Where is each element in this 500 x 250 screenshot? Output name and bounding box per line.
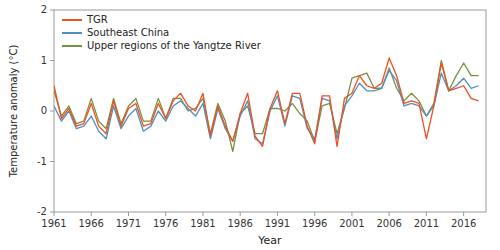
legend-swatch xyxy=(62,45,82,47)
x-tick xyxy=(351,212,352,216)
legend-label: Southeast China xyxy=(87,27,169,38)
y-tick-label: -1 xyxy=(37,156,47,167)
y-tick-label: -2 xyxy=(37,206,47,217)
x-tick-label: 1996 xyxy=(302,218,327,229)
legend-label: Upper regions of the Yangtze River xyxy=(87,40,262,51)
chart: -2 -1 0 1 2 1961 1966 1971 1976 1981 1986 1991 1996 2… xyxy=(0,0,500,250)
x-tick xyxy=(389,212,390,216)
x-tick xyxy=(91,212,92,216)
x-tick-label: 1976 xyxy=(153,218,178,229)
x-tick-label: 1971 xyxy=(116,218,141,229)
legend: TGR Southeast China Upper regions of the Y… xyxy=(62,14,262,51)
x-tick xyxy=(463,212,464,216)
y-tick-label: 2 xyxy=(41,4,47,15)
legend-label: TGR xyxy=(86,14,108,25)
series-line xyxy=(54,61,479,152)
x-tick xyxy=(426,212,427,216)
x-tick xyxy=(314,212,315,216)
y-axis-label: Temperature anomaly (°C) xyxy=(8,45,19,179)
x-tick-label: 1991 xyxy=(265,218,290,229)
x-tick xyxy=(128,212,129,216)
x-axis-label: Year xyxy=(257,234,282,247)
x-tick-label: 2001 xyxy=(339,218,364,229)
y-tick xyxy=(50,111,54,112)
x-axis: 1961 1966 1971 1976 1981 1986 1991 1996 2001 2006… xyxy=(41,212,476,229)
y-tick xyxy=(50,60,54,61)
legend-swatch xyxy=(62,19,82,21)
x-tick-label: 1961 xyxy=(41,218,66,229)
x-tick-label: 2006 xyxy=(376,218,401,229)
x-tick xyxy=(165,212,166,216)
x-tick-label: 1981 xyxy=(190,218,215,229)
x-tick-label: 1966 xyxy=(79,218,104,229)
series-line xyxy=(54,71,479,144)
y-axis: -2 -1 0 1 2 xyxy=(37,4,54,217)
lines xyxy=(54,58,479,151)
x-tick xyxy=(277,212,278,216)
x-tick xyxy=(240,212,241,216)
x-tick-label: 1986 xyxy=(227,218,252,229)
x-tick xyxy=(54,212,55,216)
x-tick-label: 2016 xyxy=(451,218,476,229)
y-tick xyxy=(50,161,54,162)
y-tick-label: 0 xyxy=(41,105,47,116)
y-tick xyxy=(50,212,54,213)
legend-swatch xyxy=(62,32,82,34)
x-tick-label: 2011 xyxy=(414,218,439,229)
series-line xyxy=(54,58,479,146)
x-tick xyxy=(202,212,203,216)
y-tick xyxy=(50,10,54,11)
y-tick-label: 1 xyxy=(41,55,47,66)
plot-frame xyxy=(54,10,486,212)
